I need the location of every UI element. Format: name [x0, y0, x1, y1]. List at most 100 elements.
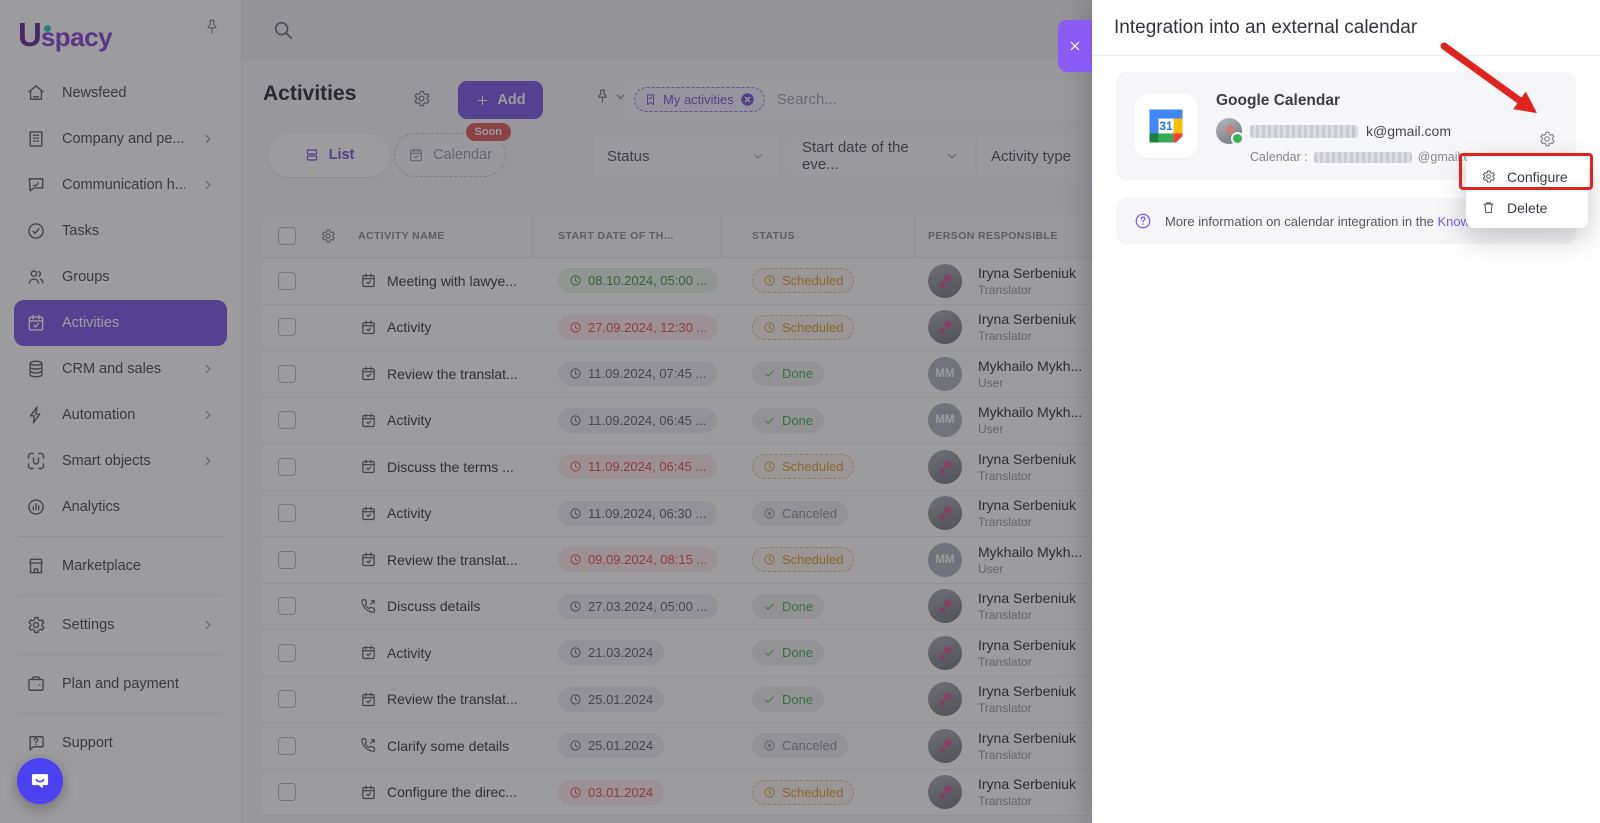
tab-list[interactable]: List [268, 133, 390, 177]
row-checkbox[interactable] [278, 411, 296, 430]
add-button[interactable]: Add [458, 81, 543, 119]
uspacy-logo[interactable]: Uspacy [18, 16, 113, 54]
table-settings-gear-icon[interactable] [320, 228, 336, 244]
start-date-pill: 11.09.2024, 06:45 ... [558, 407, 718, 433]
sidebar-item-communication-h[interactable]: Communication h... [14, 162, 227, 208]
header-activity-name: ACTIVITY NAME [358, 230, 445, 242]
account-avatar [1216, 118, 1244, 145]
table-row[interactable]: Clarify some details 25.01.2024 Canceled… [262, 723, 1202, 770]
start-date-pill: 27.09.2024, 12:30 ... [558, 314, 719, 340]
activities-search-field[interactable]: My activities [624, 79, 1184, 120]
pinned-filters-button[interactable] [594, 88, 627, 105]
sidebar-item-newsfeed[interactable]: Newsfeed [14, 70, 227, 116]
activities-table: ACTIVITY NAME START DATE OF TH... STATUS… [262, 215, 1202, 816]
select-all-checkbox[interactable] [278, 227, 296, 245]
sidebar-item-tasks[interactable]: Tasks [14, 208, 227, 254]
sidebar-divider [18, 713, 223, 714]
integration-settings-gear-icon[interactable] [1538, 130, 1556, 148]
avatar [928, 775, 962, 810]
chevron-down-icon [751, 149, 765, 163]
person-role: User [978, 422, 1004, 437]
row-checkbox[interactable] [278, 736, 296, 755]
start-date-value: 11.09.2024, 06:30 ... [588, 505, 707, 521]
sidebar-item-settings[interactable]: Settings [14, 602, 227, 648]
tab-list-label: List [328, 147, 355, 163]
table-row[interactable]: Discuss details 27.03.2024, 05:00 ... Do… [262, 584, 1202, 630]
search-icon[interactable] [272, 19, 294, 41]
panel-header: Integration into an external calendar [1092, 0, 1600, 56]
row-checkbox[interactable] [278, 550, 296, 569]
sidebar-item-company-and-pe[interactable]: Company and pe... [14, 116, 227, 162]
row-checkbox[interactable] [278, 364, 296, 383]
clock-icon [569, 414, 582, 427]
table-row[interactable]: Review the translat... 11.09.2024, 07:45… [262, 351, 1202, 398]
row-checkbox[interactable] [278, 457, 296, 476]
sidebar-item-plan-and-payment[interactable]: Plan and payment [14, 661, 227, 707]
table-row[interactable]: Activity 21.03.2024 Done Iryna Serbeniuk… [262, 630, 1202, 677]
sidebar-item-automation[interactable]: Automation [14, 392, 227, 438]
row-checkbox[interactable] [278, 318, 296, 337]
row-checkbox[interactable] [278, 643, 296, 662]
table-row[interactable]: Review the translat... 09.09.2024, 08:15… [262, 537, 1202, 584]
header-status: STATUS [752, 230, 795, 242]
integration-panel: Integration into an external calendar 31 [1092, 0, 1600, 823]
row-checkbox[interactable] [278, 271, 296, 290]
search-input[interactable] [774, 90, 1174, 109]
status-badge: Scheduled [752, 779, 855, 805]
sidebar-item-activities[interactable]: Activities [14, 300, 227, 346]
google-calendar-logo: 31 [1134, 94, 1198, 158]
chat-widget-button[interactable] [17, 758, 63, 804]
view-settings-gear-icon[interactable] [412, 89, 431, 108]
sidebar-item-support[interactable]: Support [14, 720, 227, 766]
sidebar-item-smart-objects[interactable]: Smart objects [14, 438, 227, 484]
question-icon [1134, 212, 1152, 230]
tab-calendar[interactable]: Calendar Soon [394, 123, 511, 177]
activity-name: Activity [387, 319, 432, 336]
google-calendar-info: Google Calendar k@gmail.com Calendar : @… [1216, 92, 1526, 164]
status-label: Done [782, 366, 814, 382]
filter-status[interactable]: Status [593, 134, 779, 178]
table-row[interactable]: Meeting with lawye... 08.10.2024, 05:00 … [262, 258, 1202, 305]
status-label: Scheduled [782, 552, 844, 568]
modal-backdrop[interactable] [0, 0, 1092, 823]
sidebar-item-crm-and-sales[interactable]: CRM and sales [14, 346, 227, 392]
pin-sidebar-icon[interactable] [203, 18, 221, 36]
sidebar-item-marketplace[interactable]: Marketplace [14, 543, 227, 589]
activity-name: Configure the direc... [387, 784, 517, 801]
gear-icon [26, 615, 46, 635]
calendar-icon [26, 313, 46, 333]
status-label: Done [782, 645, 814, 661]
activity-name: Activity [387, 412, 432, 429]
row-checkbox[interactable] [278, 597, 296, 616]
menu-item-configure[interactable]: Configure [1466, 161, 1588, 192]
logo-letter-u: U [18, 16, 42, 53]
person-role: Translator [978, 515, 1032, 530]
close-panel-button[interactable] [1058, 20, 1092, 72]
table-row[interactable]: Configure the direc... 03.01.2024 Schedu… [262, 770, 1202, 816]
chip-remove-icon[interactable] [740, 92, 755, 107]
table-row[interactable]: Activity 27.09.2024, 12:30 ... Scheduled… [262, 305, 1202, 351]
menu-item-delete[interactable]: Delete [1466, 192, 1588, 223]
row-checkbox[interactable] [278, 690, 296, 709]
table-row[interactable]: Activity 11.09.2024, 06:45 ... Done MM M… [262, 398, 1202, 444]
clock-icon [569, 646, 582, 659]
building-icon [26, 129, 46, 149]
row-checkbox[interactable] [278, 783, 296, 802]
person-role: Translator [978, 747, 1032, 762]
sidebar-item-groups[interactable]: Groups [14, 254, 227, 300]
start-date-value: 25.01.2024 [588, 738, 654, 754]
start-date-value: 11.09.2024, 07:45 ... [588, 366, 707, 382]
trash-icon [1481, 200, 1496, 215]
status-badge: Done [752, 361, 825, 387]
table-row[interactable]: Discuss the terms ... 11.09.2024, 06:45 … [262, 444, 1202, 491]
my-activities-chip[interactable]: My activities [634, 87, 765, 112]
table-row[interactable]: Review the translat... 25.01.2024 Done I… [262, 677, 1202, 723]
person-role: Translator [978, 608, 1032, 623]
chevron-right-icon [201, 132, 215, 146]
row-checkbox[interactable] [278, 504, 296, 523]
chevron-right-icon [201, 362, 215, 376]
sidebar-item-analytics[interactable]: Analytics [14, 484, 227, 530]
filter-start-date[interactable]: Start date of the eve... [788, 134, 973, 178]
start-date-value: 03.01.2024 [588, 784, 654, 800]
table-row[interactable]: Activity 11.09.2024, 06:30 ... Canceled … [262, 491, 1202, 537]
